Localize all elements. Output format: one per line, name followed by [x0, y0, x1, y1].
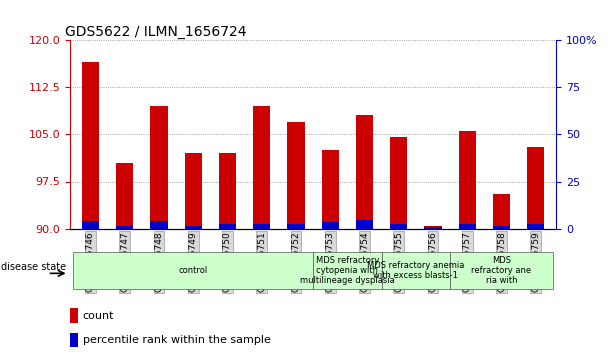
Bar — [253, 106, 271, 229]
Bar — [424, 227, 441, 229]
Bar — [382, 252, 450, 289]
Bar — [219, 153, 236, 229]
Bar — [185, 153, 202, 229]
Bar — [185, 226, 202, 229]
Bar — [70, 333, 78, 347]
Text: count: count — [83, 310, 114, 321]
Bar — [390, 138, 407, 229]
Bar — [219, 224, 236, 229]
Bar — [253, 224, 271, 229]
Bar — [527, 147, 544, 229]
Bar — [458, 131, 476, 229]
Bar — [116, 163, 133, 229]
Bar — [356, 220, 373, 229]
Bar — [150, 221, 168, 229]
Bar — [150, 106, 168, 229]
Bar — [322, 150, 339, 229]
Bar — [74, 252, 313, 289]
Text: percentile rank within the sample: percentile rank within the sample — [83, 335, 271, 345]
Bar — [116, 226, 133, 229]
Text: MDS refractory
cytopenia with
multilineage dysplasia: MDS refractory cytopenia with multilinea… — [300, 256, 395, 285]
Bar — [450, 252, 553, 289]
Bar — [493, 194, 510, 229]
Bar — [288, 122, 305, 229]
Bar — [458, 224, 476, 229]
Bar — [390, 224, 407, 229]
Bar — [70, 309, 78, 323]
Bar — [493, 226, 510, 229]
Text: MDS refractory anemia
with excess blasts-1: MDS refractory anemia with excess blasts… — [367, 261, 465, 280]
Bar — [288, 224, 305, 229]
Text: GDS5622 / ILMN_1656724: GDS5622 / ILMN_1656724 — [65, 25, 247, 39]
Bar — [82, 62, 99, 229]
Bar — [313, 252, 382, 289]
Bar — [82, 221, 99, 229]
Text: disease state: disease state — [1, 262, 66, 272]
Text: control: control — [179, 266, 208, 275]
Bar — [424, 225, 441, 229]
Bar — [356, 115, 373, 229]
Bar — [527, 224, 544, 229]
Text: MDS
refractory ane
ria with: MDS refractory ane ria with — [471, 256, 531, 285]
Bar — [322, 222, 339, 229]
